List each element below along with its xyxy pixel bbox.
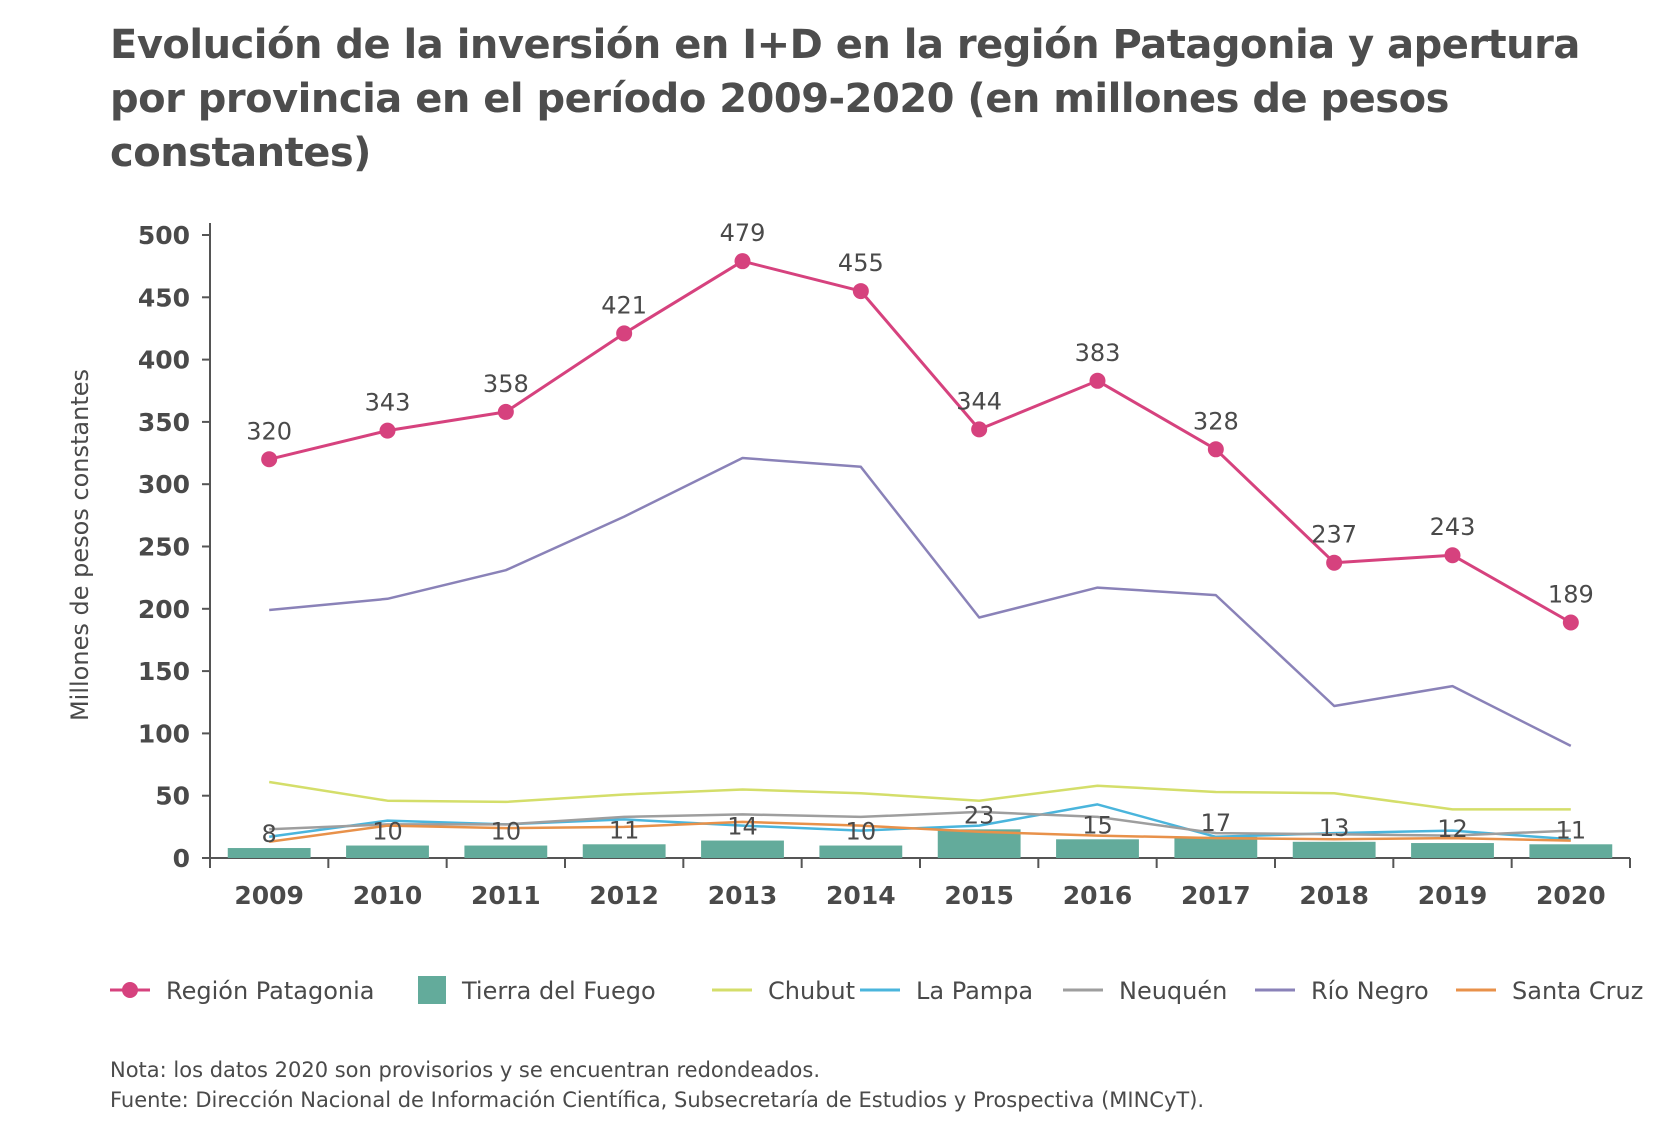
bar-tierra-del-fuego	[1529, 844, 1613, 858]
marker-region-patagonia	[1089, 372, 1106, 389]
marker-region-patagonia	[497, 403, 514, 420]
data-label-region-patagonia: 455	[838, 249, 884, 277]
line-region-patagonia	[268, 259, 1572, 624]
legend-marker-region-patagonia	[122, 982, 138, 998]
data-label-region-patagonia: 383	[1075, 339, 1121, 367]
legend: Región Patagonia Tierra del Fuego Chubut La…	[110, 976, 1643, 1005]
line-neuquen	[269, 810, 1571, 837]
marker-region-patagonia	[1562, 614, 1579, 631]
footnote-source: Fuente: Dirección Nacional de Informació…	[110, 1088, 1205, 1112]
y-tick-label: 150	[138, 657, 190, 686]
marker-region-patagonia	[1207, 441, 1224, 458]
data-label-region-patagonia: 328	[1193, 407, 1239, 435]
bar-tierra-del-fuego	[582, 844, 666, 858]
x-tick-label: 2016	[1063, 881, 1133, 910]
legend-label-rio-negro: Río Negro	[1311, 977, 1429, 1005]
data-label-tierra-del-fuego: 23	[964, 801, 995, 829]
legend-swatch-tierra-del-fuego	[418, 976, 446, 1004]
y-tick-label: 500	[138, 221, 190, 250]
x-tick-label: 2010	[353, 881, 423, 910]
marker-region-patagonia	[1444, 547, 1461, 564]
legend-label-tierra-del-fuego: Tierra del Fuego	[461, 977, 656, 1005]
series-markers: 320 343 358 421 479 455 344 383 328 237 243 189	[246, 219, 1594, 631]
x-tick-label: 2019	[1418, 881, 1488, 910]
data-label-tierra-del-fuego: 10	[846, 818, 877, 846]
marker-region-patagonia	[734, 253, 751, 270]
x-tick-label: 2013	[708, 881, 778, 910]
bar-tierra-del-fuego	[346, 845, 429, 858]
y-tick-label: 0	[173, 844, 190, 873]
x-tick-label: 2009	[234, 881, 304, 910]
data-label-tierra-del-fuego: 11	[1556, 816, 1587, 844]
y-tick-label: 350	[138, 408, 190, 437]
x-tick-label: 2011	[471, 881, 541, 910]
x-tick-label: 2017	[1181, 881, 1251, 910]
chart-title: Evolución de la inversión en I+D en la r…	[110, 22, 1580, 176]
bar-tierra-del-fuego	[1292, 841, 1376, 858]
line-chubut	[269, 780, 1571, 811]
data-label-region-patagonia: 479	[720, 219, 766, 247]
axes: 0 50 100 150 200 250 300 350 400 450 500 2009 2010 20…	[138, 221, 1631, 910]
y-tick-label: 450	[138, 283, 190, 312]
data-label-region-patagonia: 237	[1311, 521, 1357, 549]
data-label-region-patagonia: 189	[1548, 581, 1594, 609]
bar-tierra-del-fuego	[937, 829, 1021, 858]
marker-region-patagonia	[616, 325, 633, 342]
legend-label-la-pampa: La Pampa	[916, 977, 1033, 1005]
bar-tierra-del-fuego	[819, 845, 903, 858]
y-axis-title: Millones de pesos constantes	[66, 369, 94, 721]
line-rio-negro	[269, 456, 1572, 748]
data-label-tierra-del-fuego: 12	[1437, 815, 1468, 843]
data-label-region-patagonia: 343	[365, 389, 411, 417]
y-tick-label: 400	[138, 346, 190, 375]
legend-label-neuquen: Neuquén	[1119, 977, 1227, 1005]
data-label-tierra-del-fuego: 14	[727, 813, 758, 841]
data-label-tierra-del-fuego: 10	[491, 818, 522, 846]
bar-labels: 8 10 10 11 14 10 23 15 17 13 12 11	[262, 801, 1587, 848]
marker-region-patagonia	[261, 451, 278, 468]
marker-region-patagonia	[852, 283, 869, 300]
x-tick-label: 2018	[1299, 881, 1369, 910]
x-tick-label: 2014	[826, 881, 896, 910]
data-label-tierra-del-fuego: 10	[372, 818, 403, 846]
data-label-tierra-del-fuego: 15	[1082, 811, 1113, 839]
y-tick-label: 200	[138, 595, 190, 624]
marker-region-patagonia	[1326, 554, 1343, 571]
bar-tierra-del-fuego	[1174, 836, 1258, 858]
footnote-note: Nota: los datos 2020 son provisorios y s…	[110, 1058, 821, 1082]
data-label-tierra-del-fuego: 17	[1201, 809, 1232, 837]
bar-tierra-del-fuego	[227, 848, 311, 858]
y-tick-label: 250	[138, 533, 190, 562]
bar-tierra-del-fuego	[464, 845, 548, 858]
bars	[227, 829, 1613, 858]
line-santa-cruz	[269, 820, 1571, 844]
y-tick-label: 50	[155, 782, 190, 811]
data-label-tierra-del-fuego: 8	[262, 820, 277, 848]
data-label-tierra-del-fuego: 11	[609, 816, 640, 844]
data-label-region-patagonia: 344	[956, 387, 1002, 415]
data-label-region-patagonia: 421	[601, 291, 647, 319]
bar-tierra-del-fuego	[1411, 843, 1494, 858]
data-label-region-patagonia: 358	[483, 370, 529, 398]
marker-region-patagonia	[971, 421, 988, 438]
bar-tierra-del-fuego	[701, 840, 784, 858]
legend-label-santa-cruz: Santa Cruz	[1512, 977, 1643, 1005]
data-label-region-patagonia: 243	[1430, 513, 1476, 541]
data-label-region-patagonia: 320	[246, 417, 292, 445]
x-tick-label: 2020	[1536, 881, 1606, 910]
legend-label-chubut: Chubut	[768, 977, 855, 1005]
legend-label-region-patagonia: Región Patagonia	[166, 977, 375, 1005]
bar-tierra-del-fuego	[1056, 839, 1139, 858]
x-tick-label: 2012	[589, 881, 659, 910]
y-tick-label: 300	[138, 470, 190, 499]
marker-region-patagonia	[379, 422, 396, 439]
series-lines	[268, 259, 1572, 844]
data-label-tierra-del-fuego: 13	[1319, 814, 1350, 842]
y-tick-label: 100	[138, 719, 190, 748]
x-tick-label: 2015	[944, 881, 1014, 910]
